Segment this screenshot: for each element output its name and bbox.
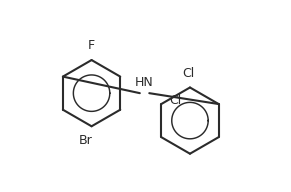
Text: Br: Br <box>79 134 93 147</box>
Text: F: F <box>88 40 95 52</box>
Text: Cl: Cl <box>182 67 194 80</box>
Text: HN: HN <box>135 76 154 89</box>
Text: Cl: Cl <box>169 94 181 107</box>
